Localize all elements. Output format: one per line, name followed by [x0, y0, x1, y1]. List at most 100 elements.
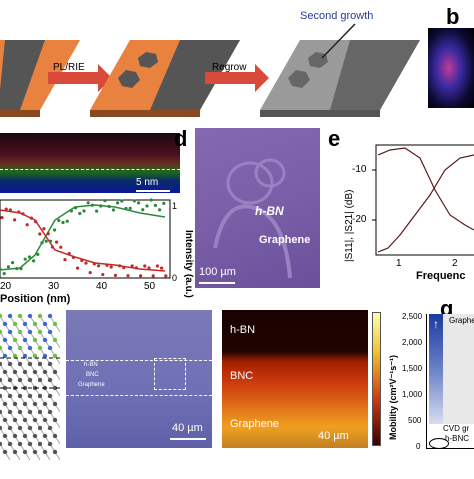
- lattice-atom: [42, 337, 48, 343]
- lattice-atom: [12, 337, 18, 343]
- green-point: [145, 204, 149, 208]
- e-xtick-2: 2: [452, 258, 458, 269]
- panel-g: Mobility (cm²V⁻¹s⁻¹) 2,500 2,000 1,500 1…: [386, 310, 474, 474]
- green-point: [124, 206, 128, 211]
- lattice-atom: [17, 393, 23, 399]
- optical-scale-bar: [170, 438, 206, 440]
- lattice-atom: [7, 377, 13, 383]
- lattice-atom: [12, 433, 18, 439]
- lattice-atom: [47, 425, 53, 431]
- red-point: [42, 227, 46, 231]
- second-growth-annotation: Second growth: [300, 10, 374, 22]
- lattice-atom: [0, 409, 3, 415]
- s21-curve: [377, 147, 474, 231]
- lattice-atom: [52, 401, 58, 407]
- lattice-atom: [42, 353, 48, 359]
- lattice-atom: [22, 417, 28, 423]
- step2-substrate: [90, 40, 240, 117]
- lattice-atom: [52, 449, 58, 455]
- green-point: [95, 209, 99, 213]
- red-point: [46, 232, 50, 236]
- green-point: [31, 259, 36, 263]
- lattice-atom: [32, 337, 38, 343]
- lattice-atom: [7, 393, 13, 399]
- lattice-atom: [52, 369, 58, 375]
- graphene-label: Graphene: [259, 234, 311, 246]
- g-ytick-1500: 1,500: [402, 364, 423, 373]
- red-point: [80, 258, 84, 263]
- x-tick-20: 20: [0, 281, 12, 292]
- lattice-atom: [2, 449, 8, 455]
- y-tick-0: 0: [172, 273, 178, 283]
- lattice-atom: [0, 441, 3, 447]
- hole-2: [138, 52, 158, 68]
- lattice-atom: [32, 449, 38, 455]
- lattice-atom: [17, 329, 23, 335]
- panel-b-letter: b: [446, 4, 460, 29]
- lattice-atom: [2, 369, 8, 375]
- lattice-atom: [47, 377, 53, 383]
- green-point: [57, 218, 61, 223]
- lattice-atom: [0, 393, 3, 399]
- red-point: [88, 270, 92, 275]
- green-point: [15, 267, 19, 271]
- panel-c: 5 nm 1 0 20 30 40 50 Position (nm): [0, 133, 180, 308]
- lattice-atom: [27, 441, 33, 447]
- optical-bnc: BNC: [86, 372, 99, 378]
- red-point: [155, 264, 159, 268]
- d-scale-bar: [199, 282, 235, 284]
- lattice-atom: [17, 361, 23, 367]
- lattice-atom: [52, 353, 58, 359]
- green-point: [111, 208, 115, 212]
- g-hbnc-label: h-BNC: [445, 434, 470, 443]
- red-point: [130, 264, 134, 268]
- stem-scale-label: 5 nm: [136, 177, 159, 188]
- green-point: [0, 267, 2, 271]
- red-point: [0, 215, 4, 220]
- red-point: [101, 272, 105, 277]
- green-point: [99, 204, 103, 208]
- green-point: [48, 239, 53, 243]
- lattice-atom: [17, 441, 23, 447]
- green-point: [6, 265, 10, 269]
- green-point: [149, 198, 153, 202]
- lattice-atom: [2, 401, 8, 407]
- hbn-label: h-BN: [255, 204, 284, 218]
- optical-strip-box: [66, 360, 212, 396]
- panel-d-image: h-BN Graphene 100 µm: [195, 128, 320, 288]
- panel-e-letter: e: [328, 126, 341, 151]
- lattice-atom: [2, 353, 8, 359]
- arrow-1: [48, 64, 112, 92]
- lattice-atom: [0, 345, 3, 351]
- lattice-atom: [37, 377, 43, 383]
- g-ellipse: [429, 438, 449, 449]
- lattice-atom: [17, 425, 23, 431]
- lattice-atom: [42, 449, 48, 455]
- lattice-atom: [52, 417, 58, 423]
- lattice-atom: [2, 337, 8, 343]
- lattice-atom: [47, 441, 53, 447]
- e-ylabel: |S11|, |S21| (dB): [344, 189, 355, 262]
- g-shaded-region: [443, 314, 474, 424]
- red-point: [63, 258, 67, 262]
- lattice-atom: [7, 409, 13, 415]
- red-point: [151, 274, 155, 278]
- x-axis-label: Position (nm): [0, 293, 71, 305]
- optical-image-f: h-BN BNC Graphene 40 µm: [66, 310, 212, 448]
- green-point: [27, 255, 31, 259]
- panel-b-photo: [428, 28, 474, 108]
- green-point: [116, 201, 120, 205]
- red-point: [122, 265, 126, 270]
- lattice-atom: [47, 313, 53, 319]
- green-point: [36, 252, 40, 257]
- lattice-atom: [2, 417, 8, 423]
- lattice-atom: [12, 369, 18, 375]
- lattice-atom: [12, 449, 18, 455]
- e-ytick-10: -10: [352, 164, 367, 175]
- green-point: [153, 203, 157, 207]
- green-point: [53, 228, 57, 232]
- g-cvd-label: CVD gr: [443, 424, 470, 433]
- lattice-atom: [37, 409, 43, 415]
- red-point: [13, 218, 17, 222]
- lattice-atom: [47, 345, 53, 351]
